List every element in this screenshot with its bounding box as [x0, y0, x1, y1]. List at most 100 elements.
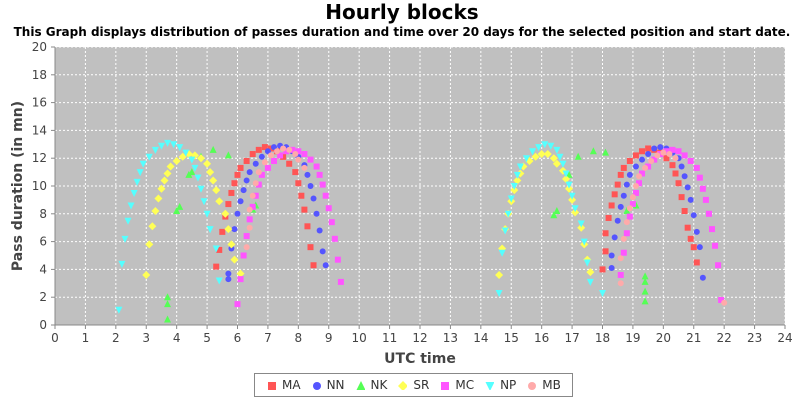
- data-point-nn: [316, 227, 323, 234]
- data-point-np: [206, 226, 214, 234]
- data-point-np: [553, 146, 561, 154]
- data-point-ma: [675, 180, 682, 187]
- y-tick-label: 16: [32, 96, 47, 110]
- data-point-sr: [568, 195, 577, 204]
- data-point-sr: [151, 207, 160, 216]
- data-point-mc: [240, 252, 247, 259]
- legend-swatch-nk: [356, 381, 365, 390]
- x-tick-label: 20: [656, 331, 671, 345]
- x-tick-label: 2: [112, 331, 120, 345]
- legend-marker-np: [485, 382, 495, 390]
- axes: 0 1 2 3 4 5 6 7 8 9 10 11 12 13 14 15 16 17 18 19 20 21 22 23 24…: [32, 40, 793, 345]
- data-point-ma: [237, 164, 244, 171]
- legend-label: MC: [455, 378, 475, 392]
- data-point-ma: [219, 228, 226, 235]
- data-point-nk: [623, 207, 631, 215]
- data-point-np: [559, 160, 567, 168]
- legend-swatch-mc: [441, 382, 450, 390]
- x-tick-label: 6: [234, 331, 242, 345]
- x-axis-label: UTC time: [384, 351, 456, 367]
- data-point-np: [133, 178, 141, 186]
- data-point-mc: [626, 213, 633, 220]
- data-point-np: [529, 148, 537, 156]
- data-point-np: [203, 210, 211, 218]
- data-point-sr: [224, 225, 233, 234]
- data-point-np: [547, 142, 555, 150]
- data-point-np: [151, 146, 159, 154]
- data-point-nk: [164, 300, 172, 308]
- data-point-np: [188, 156, 196, 164]
- data-point-nn: [684, 184, 691, 191]
- legend-label: SR: [413, 378, 430, 392]
- data-point-mc: [334, 256, 341, 263]
- data-point-sr: [537, 150, 546, 159]
- data-point-ma: [286, 160, 293, 167]
- data-point-sr: [197, 154, 205, 163]
- data-point-nn: [651, 145, 658, 152]
- data-point-ma: [298, 192, 305, 199]
- x-tick-label: 4: [173, 331, 181, 345]
- data-point-ma: [602, 248, 609, 255]
- data-point-ma: [690, 244, 697, 251]
- data-point-np: [535, 144, 543, 152]
- data-point-mc: [277, 152, 284, 159]
- data-point-np: [215, 277, 223, 285]
- data-point-mb: [286, 146, 293, 153]
- data-point-ma: [672, 170, 679, 177]
- y-tick-label: 14: [32, 123, 47, 137]
- data-point-nn: [614, 217, 621, 224]
- data-point-np: [118, 260, 126, 268]
- data-point-np: [194, 174, 202, 182]
- x-tick-label: 22: [717, 331, 732, 345]
- data-point-np: [136, 169, 144, 177]
- data-point-ma: [304, 223, 311, 230]
- data-point-ma: [280, 153, 287, 160]
- data-point-np: [164, 139, 172, 147]
- data-point-nn: [271, 144, 277, 151]
- data-point-mb: [617, 280, 624, 287]
- legend-swatch-nn: [312, 382, 321, 390]
- data-point-nn: [237, 198, 244, 205]
- x-tick-label: 11: [382, 331, 397, 345]
- data-point-np: [562, 170, 570, 178]
- data-point-np: [568, 192, 576, 200]
- data-point-np: [197, 185, 205, 193]
- data-point-np: [580, 238, 588, 246]
- y-tick-label: 8: [39, 207, 47, 221]
- legend-item-nn: NN: [311, 378, 345, 392]
- data-point-nk: [209, 145, 217, 153]
- data-point-nk: [188, 168, 196, 176]
- x-tick-label: 9: [325, 331, 333, 345]
- data-point-nn: [623, 181, 630, 188]
- data-point-np: [577, 220, 585, 228]
- x-tick-label: 24: [777, 331, 792, 345]
- data-point-mb: [301, 164, 308, 171]
- data-point-mc: [639, 170, 646, 177]
- data-point-nn: [620, 192, 627, 199]
- data-point-nn: [231, 226, 238, 233]
- data-point-nk: [164, 293, 172, 301]
- legend-item-ma: MA: [266, 378, 301, 392]
- data-point-np: [498, 249, 506, 257]
- data-point-ma: [663, 155, 670, 162]
- legend-label: NK: [370, 378, 388, 392]
- data-point-np: [522, 155, 530, 163]
- data-point-mb: [629, 194, 636, 201]
- data-point-np: [157, 142, 165, 150]
- data-point-mc: [249, 203, 256, 210]
- data-point-nn: [645, 151, 652, 158]
- data-point-ma: [669, 162, 676, 169]
- data-point-mb: [617, 255, 624, 262]
- x-tick-label: 16: [534, 331, 549, 345]
- data-point-mc: [271, 157, 277, 164]
- x-tick-label: 23: [747, 331, 762, 345]
- data-point-mc: [693, 164, 700, 171]
- data-point-ma: [693, 259, 700, 266]
- data-point-mb: [672, 155, 679, 162]
- y-tick-label: 20: [32, 40, 47, 54]
- data-point-nn: [608, 252, 615, 259]
- data-point-mc: [705, 210, 712, 217]
- data-point-mc: [663, 148, 670, 155]
- x-tick-label: 21: [686, 331, 701, 345]
- data-point-nk: [224, 151, 232, 159]
